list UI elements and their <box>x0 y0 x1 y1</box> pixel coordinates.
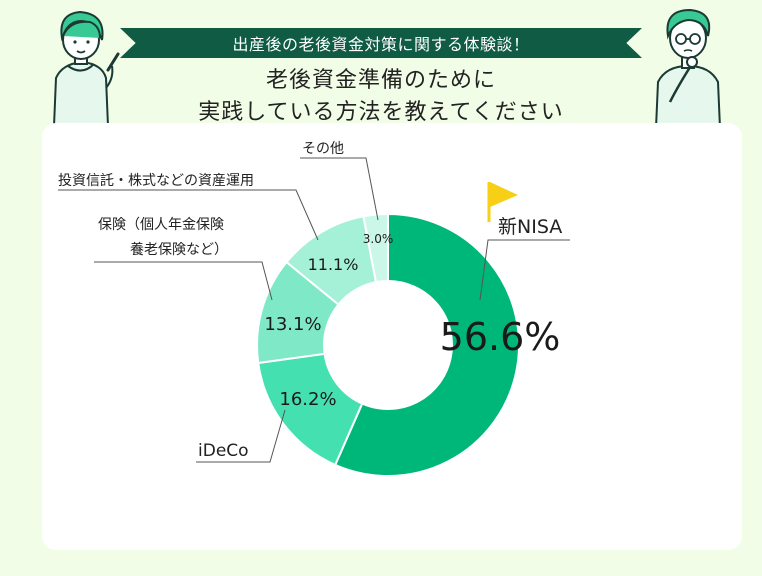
nisa-leader <box>479 239 570 301</box>
value-label-toushin: 11.1% <box>308 255 359 274</box>
woman-illustration <box>52 10 120 126</box>
callout-other: その他 <box>302 141 344 157</box>
banner-text: 出産後の老後資金対策に関する体験談！ <box>232 35 530 54</box>
hoken-leader <box>94 261 273 301</box>
toushin-leader <box>58 189 319 241</box>
value-label-hoken: 13.1% <box>264 314 321 335</box>
slice-other <box>362 212 389 284</box>
callout-ideco: iDeCo <box>198 441 249 461</box>
value-label-other: 3.0% <box>363 232 394 246</box>
callout-hoken-1: 保険（個人年金保険 <box>98 217 224 233</box>
flag-icon <box>487 182 518 222</box>
value-label-nisa: 56.6% <box>440 315 561 359</box>
title-line-2: 実践している方法を教えてください <box>198 100 564 125</box>
man-illustration <box>654 8 722 128</box>
title-line-1: 老後資金準備のために <box>265 68 496 93</box>
other-leader <box>300 157 379 221</box>
slice-nisa <box>333 212 520 477</box>
callout-nisa: 新NISA <box>498 216 562 238</box>
value-label-ideco: 16.2% <box>279 389 336 410</box>
callout-hoken-2: 養老保険など） <box>130 241 228 258</box>
title-banner: 出産後の老後資金対策に関する体験談！ <box>120 28 642 58</box>
ideco-leader <box>196 409 286 463</box>
callout-toushin: 投資信託・株式などの資産運用 <box>58 173 254 189</box>
chart-card <box>42 123 742 550</box>
